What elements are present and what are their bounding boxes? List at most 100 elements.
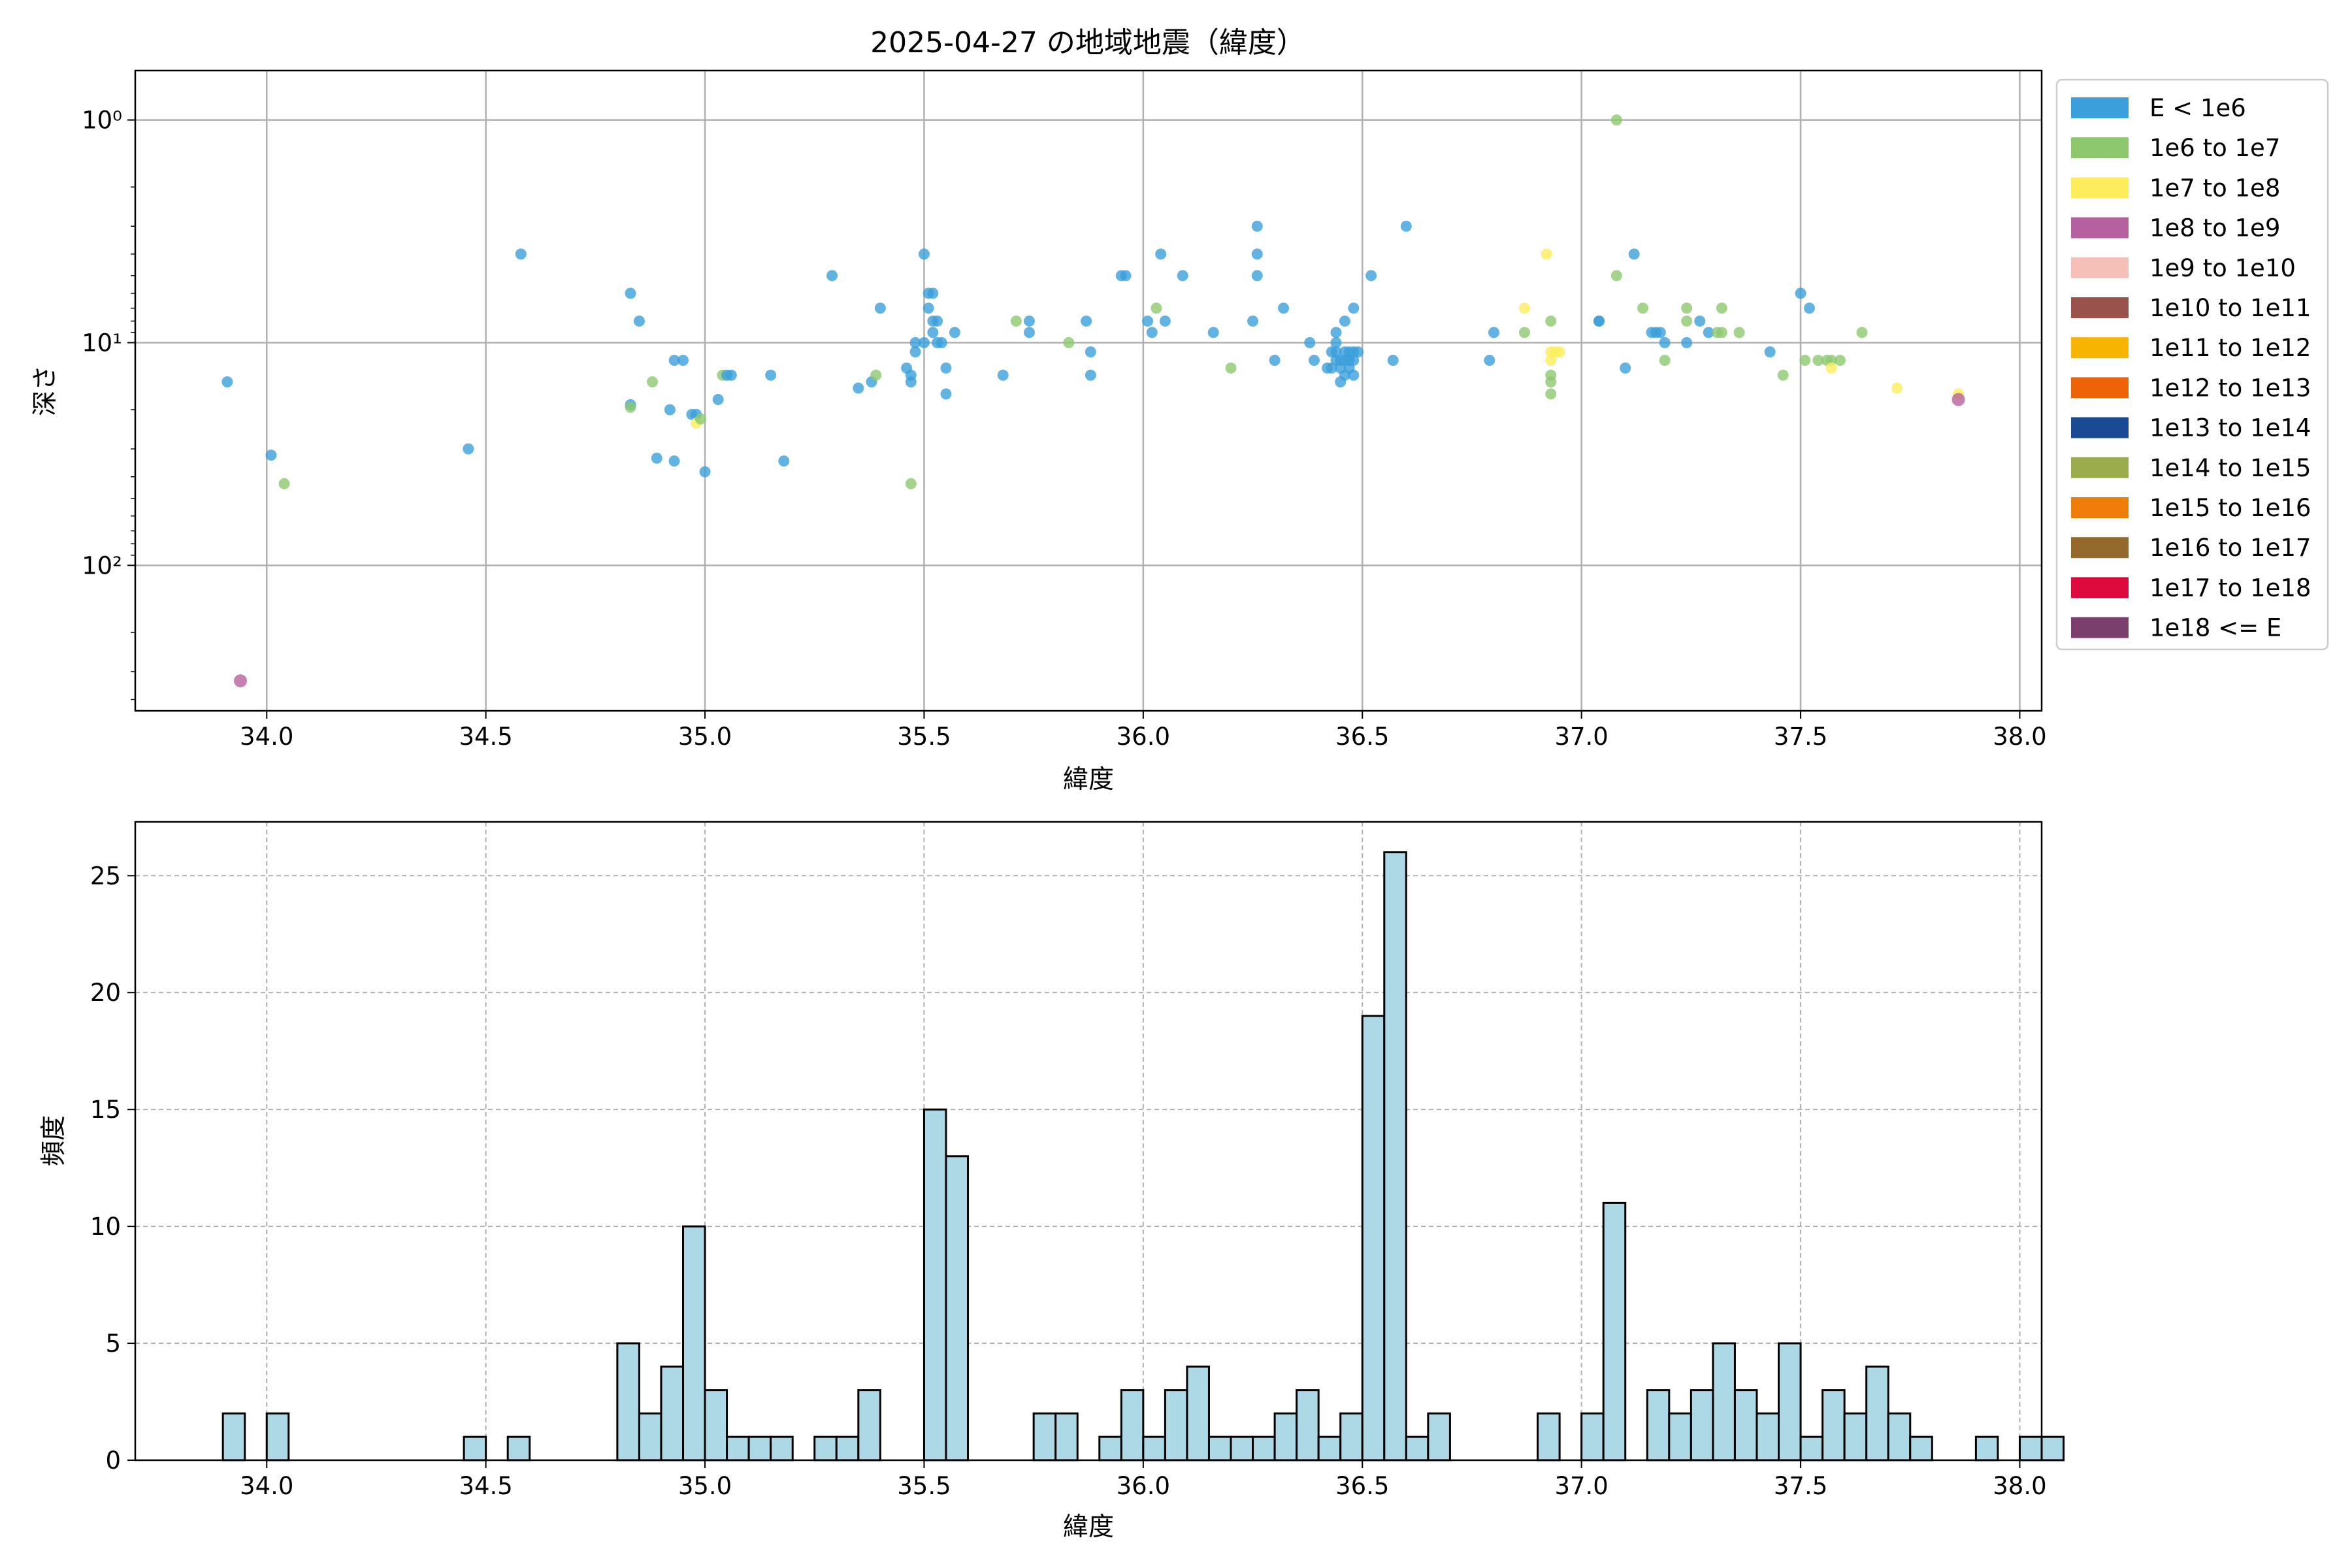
scatter-point [1518, 302, 1530, 314]
histogram-bar [1646, 1389, 1671, 1462]
legend-swatch [2071, 417, 2129, 438]
scatter-point [927, 327, 939, 338]
histogram-bar [1230, 1435, 1254, 1462]
histogram-bar [923, 1108, 947, 1462]
scatter-point [1085, 346, 1096, 358]
scatter-point [1304, 336, 1316, 348]
scatter-point [664, 404, 676, 416]
scatter-point [1151, 302, 1162, 314]
histogram-bar [1909, 1435, 1933, 1462]
legend-label: 1e18 <= E [2149, 614, 2281, 642]
scatter-point [668, 354, 680, 366]
scatter-point [1703, 327, 1714, 338]
histogram-bar [221, 1412, 246, 1462]
scatter-point [1488, 327, 1499, 338]
scatter-point [997, 369, 1009, 381]
scatter-point [1330, 327, 1342, 338]
scatter-point [1952, 393, 1965, 406]
histogram-bar [835, 1435, 860, 1462]
scatter-point [1834, 354, 1846, 366]
histogram-bar [660, 1365, 685, 1462]
legend-label: 1e7 to 1e8 [2149, 174, 2280, 202]
legend-label: 1e8 to 1e9 [2149, 214, 2280, 242]
histogram-x-tick-label: 35.5 [897, 1472, 951, 1500]
scatter-x-tick-label: 37.5 [1774, 723, 1827, 751]
scatter-x-tick-label: 34.0 [240, 723, 293, 751]
scatter-point [1628, 248, 1640, 260]
legend-swatch [2071, 337, 2129, 359]
histogram-bar [945, 1155, 970, 1462]
scatter-point [1251, 270, 1263, 282]
scatter-point [625, 401, 636, 413]
scatter-point [1545, 315, 1557, 327]
scatter-point [1155, 248, 1167, 260]
histogram-x-tick-label: 36.0 [1117, 1472, 1170, 1500]
histogram-bar [1120, 1389, 1145, 1462]
legend-swatch [2071, 217, 2129, 238]
scatter-point [1247, 315, 1259, 327]
scatter-point [625, 287, 636, 299]
scatter-point [1777, 369, 1789, 381]
scatter-point [699, 466, 711, 478]
scatter-point [1081, 315, 1092, 327]
scatter-point [1545, 388, 1557, 400]
scatter-y-ticks: 10⁰ 10¹ 10² [82, 106, 135, 700]
scatter-point [1795, 287, 1806, 299]
scatter-x-tick-label: 34.5 [459, 723, 512, 751]
scatter-point [265, 449, 277, 461]
scatter-point [1207, 327, 1219, 338]
histogram-bar [770, 1435, 794, 1462]
scatter-y-tick-label: 10¹ [82, 329, 122, 357]
scatter-point [1352, 346, 1364, 358]
histogram-y-tick-label: 15 [90, 1096, 121, 1124]
scatter-point [870, 369, 882, 381]
histogram-x-tick-label: 34.5 [459, 1472, 512, 1500]
legend-label: 1e14 to 1e15 [2149, 454, 2311, 482]
legend-swatch [2071, 257, 2129, 278]
legend-label: 1e11 to 1e12 [2149, 334, 2311, 362]
scatter-point [1330, 336, 1342, 348]
legend-swatch [2071, 537, 2129, 559]
scatter-point [778, 455, 790, 467]
scatter-point [923, 302, 934, 314]
scatter-point [1484, 354, 1495, 366]
histogram-bar [813, 1435, 838, 1462]
scatter-point [515, 248, 527, 260]
legend-swatch [2071, 377, 2129, 399]
histogram-bar [1580, 1412, 1605, 1462]
scatter-point [1365, 270, 1377, 282]
scatter-point [1716, 302, 1727, 314]
scatter-point [1387, 354, 1399, 366]
scatter-point [1518, 327, 1530, 338]
scatter-point [1177, 270, 1188, 282]
histogram-y-axis-label: 頻度 [39, 1115, 69, 1166]
scatter-point [853, 382, 864, 394]
scatter-point [1348, 302, 1360, 314]
scatter-point [647, 376, 659, 388]
histogram-x-axis-label: 緯度 [1063, 1512, 1114, 1542]
scatter-point [1637, 302, 1649, 314]
scatter-point [1733, 327, 1745, 338]
histogram-bar [1252, 1435, 1276, 1462]
scatter-point [1225, 362, 1237, 374]
scatter-frame [134, 69, 2043, 712]
histogram-y-tick-label: 20 [90, 979, 121, 1007]
scatter-point [1654, 327, 1666, 338]
scatter-point [651, 452, 662, 464]
histogram-bar [506, 1435, 531, 1462]
scatter-point [1400, 220, 1412, 232]
histogram-x-ticks: 34.0 34.5 35.0 35.5 36.0 36.5 37.0 37.5 38.0 [240, 1460, 2047, 1500]
scatter-grid [135, 71, 2042, 711]
histogram-bar [1054, 1412, 1079, 1462]
scatter-point [1348, 354, 1360, 366]
histogram-bar [616, 1342, 640, 1462]
histogram-x-tick-label: 37.5 [1774, 1472, 1827, 1500]
scatter-point [940, 362, 952, 374]
histogram-bar [747, 1435, 772, 1462]
histogram-x-tick-label: 38.0 [1993, 1472, 2046, 1500]
scatter-point [278, 478, 290, 489]
scatter-x-tick-label: 36.5 [1335, 723, 1389, 751]
scatter-point [1610, 114, 1622, 126]
scatter-y-axis-label: 深さ [31, 365, 60, 416]
histogram-bar [1296, 1389, 1320, 1462]
